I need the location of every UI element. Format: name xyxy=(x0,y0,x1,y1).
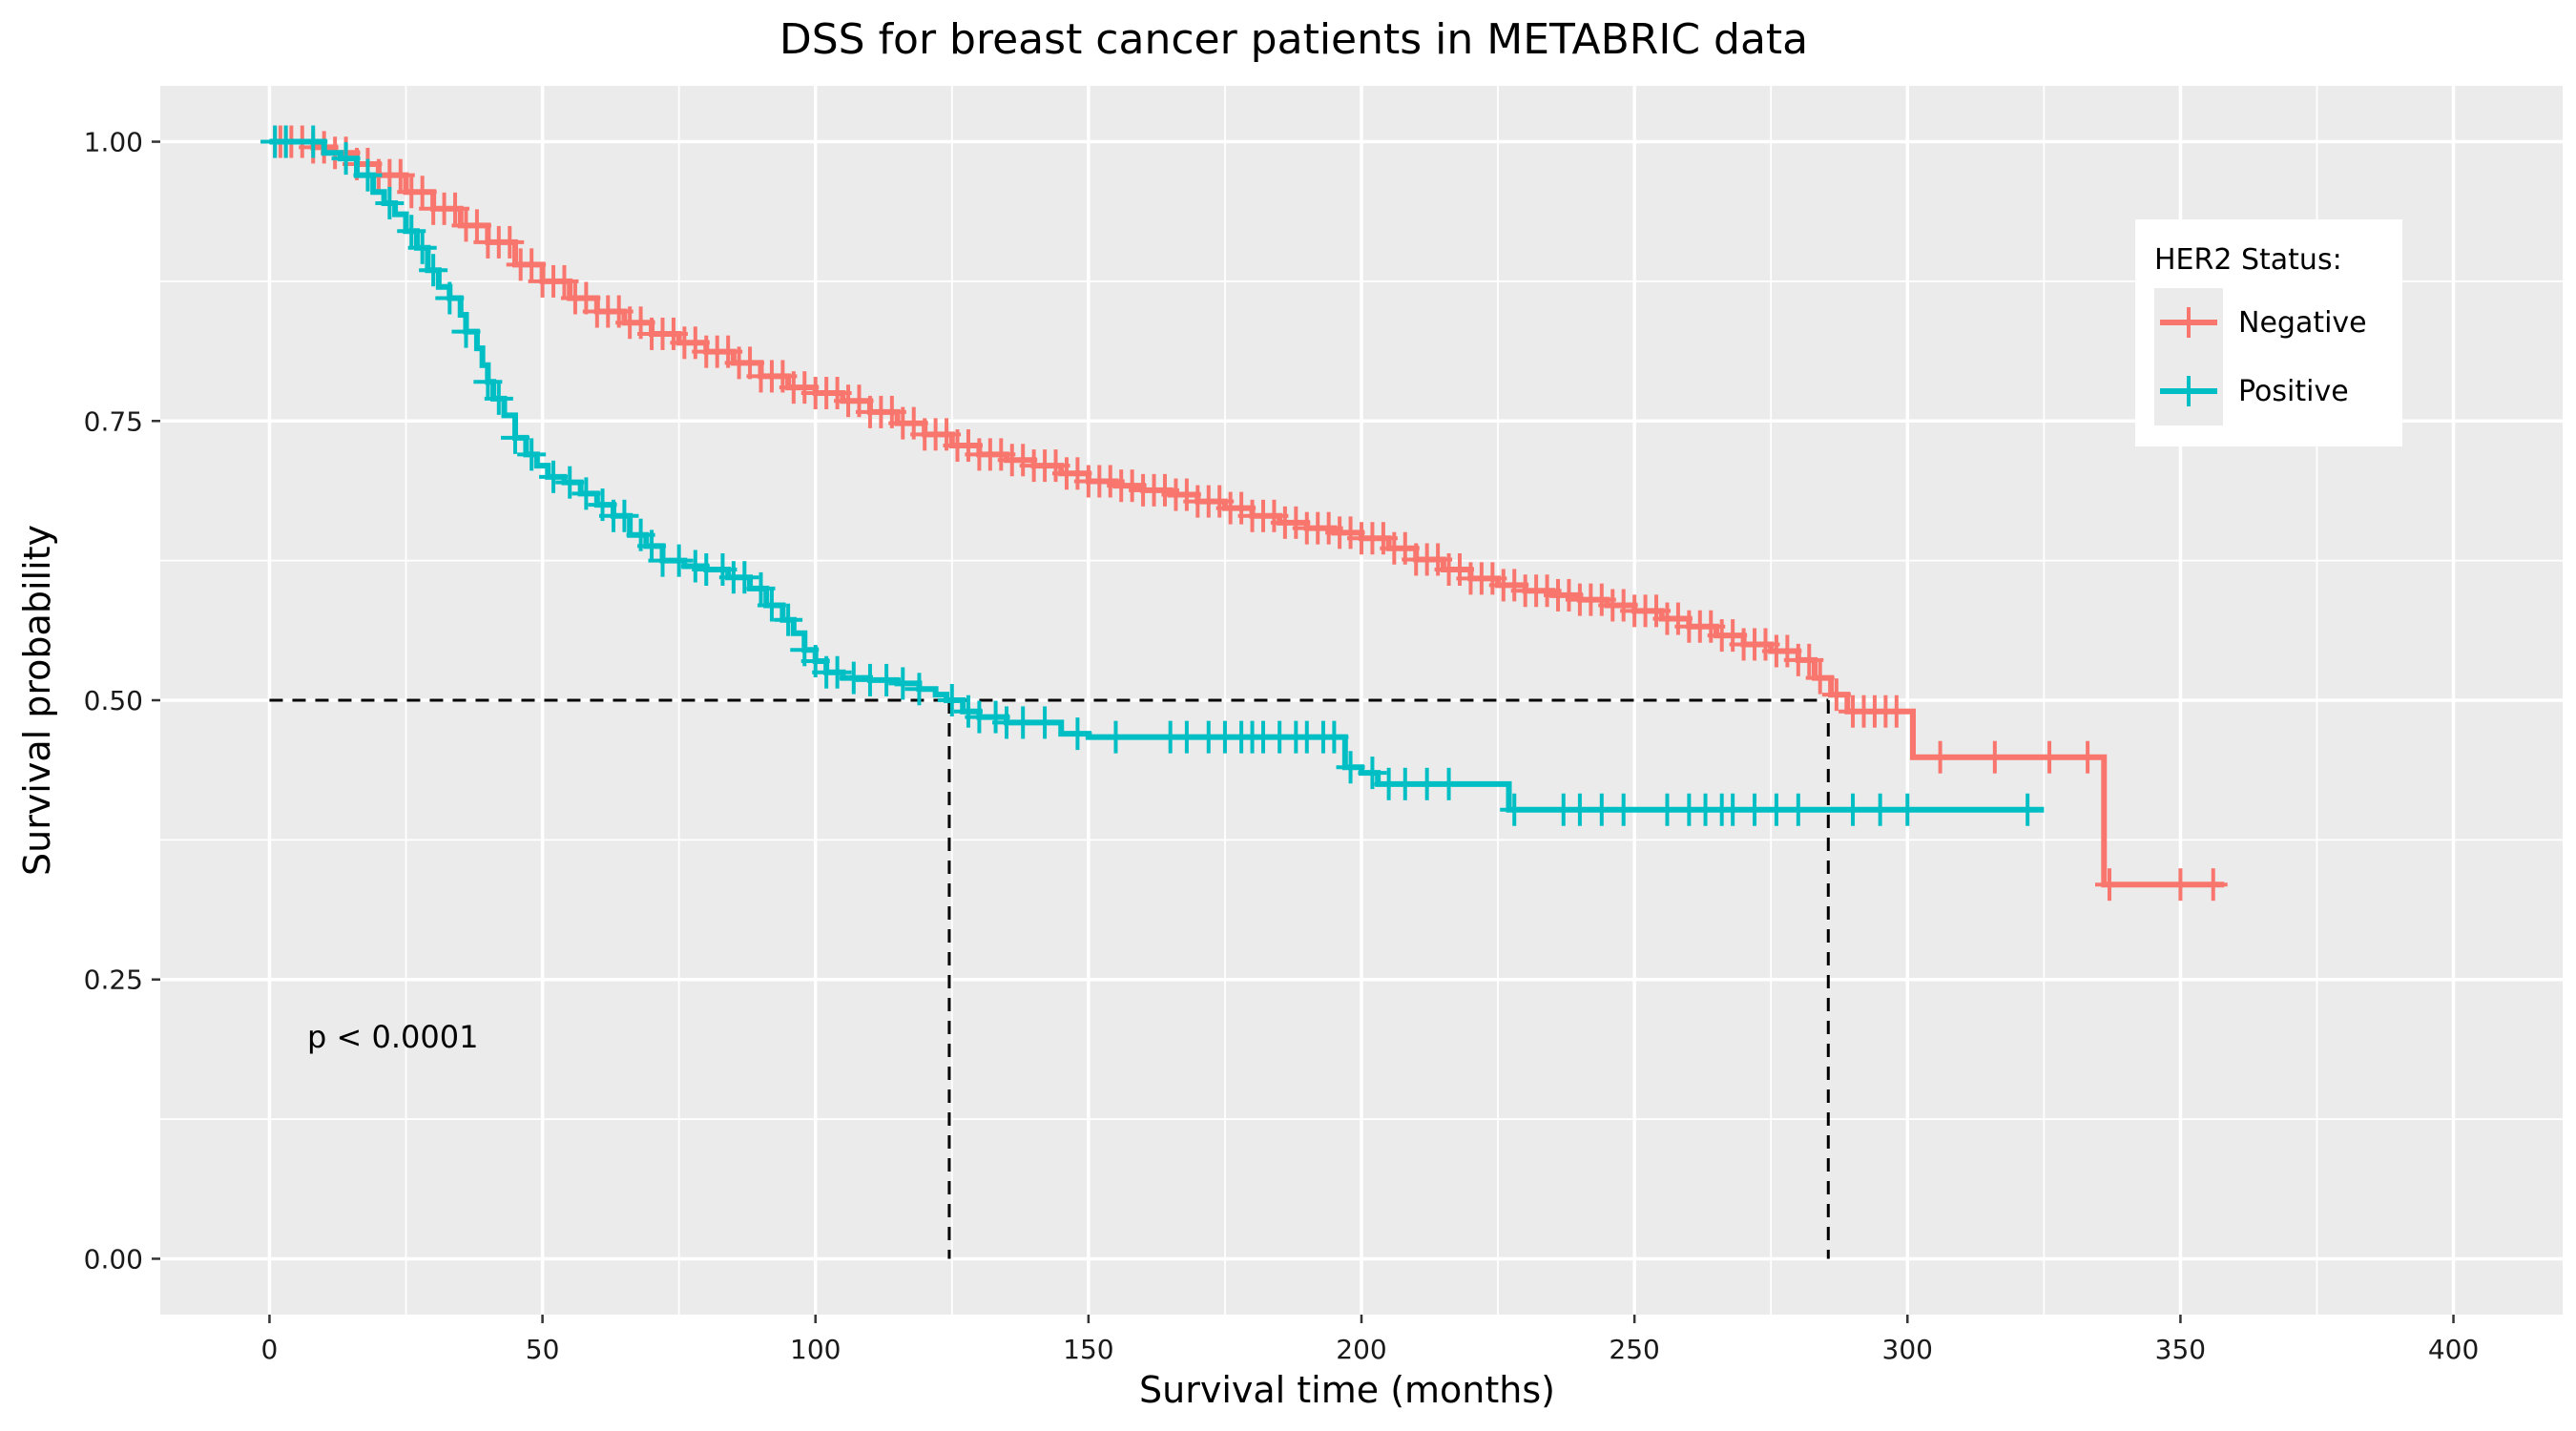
p-value-annotation: p < 0.0001 xyxy=(307,1019,478,1055)
censor-mark-negative xyxy=(495,225,525,259)
censor-mark-positive xyxy=(1609,793,1638,826)
chart-title: DSS for breast cancer patients in METABR… xyxy=(779,15,1808,64)
series-positive xyxy=(260,125,2045,826)
censor-mark-positive xyxy=(774,603,803,636)
censor-mark-positive xyxy=(397,215,426,248)
censor-mark-negative xyxy=(517,248,547,281)
legend-label-positive: Positive xyxy=(2238,375,2349,408)
censor-mark-positive xyxy=(872,663,902,696)
censor-mark-negative xyxy=(1980,740,2009,774)
censor-mark-positive xyxy=(937,684,966,716)
censor-mark-positive xyxy=(1865,793,1895,826)
censor-mark-positive xyxy=(822,655,852,689)
censor-mark-positive xyxy=(746,571,776,605)
legend: HER2 Status: Negative Positive xyxy=(2135,219,2402,446)
censor-mark-positive xyxy=(353,158,383,192)
censor-mark-positive xyxy=(904,673,934,706)
censor-mark-positive xyxy=(1319,720,1349,754)
censor-mark-negative xyxy=(2198,868,2228,902)
x-axis-ticks: 0 50 100 150 200 250 300 350 400 xyxy=(261,1315,2479,1365)
censor-mark-negative xyxy=(550,264,579,298)
censor-mark-positive xyxy=(331,142,361,176)
censor-mark-positive xyxy=(484,382,513,415)
censor-mark-positive xyxy=(375,186,405,219)
censor-mark-negative xyxy=(1925,740,1955,774)
censor-mark-positive xyxy=(2013,793,2043,826)
censor-mark-negative xyxy=(407,176,437,209)
censor-mark-positive xyxy=(757,589,786,622)
censor-mark-positive xyxy=(1030,706,1060,739)
y-axis-title: Survival probability xyxy=(16,525,58,876)
y-tick-label: 0.25 xyxy=(84,964,143,996)
censor-mark-positive xyxy=(1101,720,1131,754)
y-tick-label: 0.00 xyxy=(84,1243,143,1275)
censor-mark-positive xyxy=(1500,793,1529,826)
median-reference-lines xyxy=(269,698,1830,1259)
x-tick-label: 150 xyxy=(1063,1334,1113,1365)
x-tick-label: 400 xyxy=(2428,1334,2479,1365)
censor-mark-positive xyxy=(1783,793,1813,826)
censor-mark-positive xyxy=(1434,767,1464,800)
censor-mark-positive xyxy=(1063,717,1092,751)
censor-mark-positive xyxy=(419,254,448,287)
censor-mark-positive xyxy=(571,477,601,510)
x-tick-label: 0 xyxy=(261,1334,279,1365)
censor-mark-negative xyxy=(2166,868,2195,902)
censor-mark-negative xyxy=(462,209,491,242)
censor-mark-positive xyxy=(1893,793,1922,826)
legend-item-positive: Positive xyxy=(2154,357,2349,425)
censor-mark-negative xyxy=(2073,740,2103,774)
x-tick-label: 200 xyxy=(1336,1334,1386,1365)
censor-mark-positive xyxy=(517,438,547,471)
legend-label-negative: Negative xyxy=(2238,306,2367,340)
y-axis-ticks: 0.00 0.25 0.50 0.75 1.00 xyxy=(84,127,160,1275)
y-tick-label: 0.50 xyxy=(84,685,143,716)
censor-mark-positive xyxy=(407,231,437,264)
series-negative xyxy=(260,125,2228,902)
censor-mark-positive xyxy=(1358,757,1387,790)
legend-title: HER2 Status: xyxy=(2154,243,2342,277)
censor-mark-positive xyxy=(888,667,918,700)
y-tick-label: 1.00 xyxy=(84,127,143,158)
censor-mark-positive xyxy=(435,281,465,315)
legend-item-negative: Negative xyxy=(2154,288,2367,357)
censor-mark-negative xyxy=(1795,643,1824,676)
x-axis-title: Survival time (months) xyxy=(1139,1369,1555,1411)
x-tick-label: 100 xyxy=(790,1334,841,1365)
legend-keys: Negative Positive xyxy=(2154,288,2367,425)
censor-mark-positive xyxy=(539,460,569,493)
censor-mark-positive xyxy=(839,661,868,695)
y-tick-label: 0.75 xyxy=(84,405,143,437)
x-tick-label: 50 xyxy=(526,1334,560,1365)
censor-mark-positive xyxy=(730,561,759,594)
x-tick-label: 250 xyxy=(1609,1334,1659,1365)
censor-mark-negative xyxy=(2095,868,2125,902)
series-layer xyxy=(260,125,2228,902)
censor-mark-negative xyxy=(385,158,415,192)
censor-mark-negative xyxy=(1881,695,1911,728)
censor-mark-positive xyxy=(500,421,530,454)
censor-mark-negative xyxy=(1805,661,1835,695)
censor-mark-positive xyxy=(1336,751,1365,784)
censor-mark-positive xyxy=(299,125,328,158)
censor-mark-positive xyxy=(555,466,585,499)
censor-mark-negative xyxy=(441,192,470,225)
censor-mark-positive xyxy=(664,544,694,577)
x-tick-label: 350 xyxy=(2155,1334,2206,1365)
censor-mark-positive xyxy=(473,365,503,399)
censor-mark-negative xyxy=(1821,678,1851,712)
censor-mark-negative xyxy=(2035,740,2065,774)
censor-mark-positive xyxy=(271,125,301,158)
censor-mark-positive xyxy=(1839,793,1868,826)
censor-mark-positive xyxy=(451,315,481,348)
x-tick-label: 300 xyxy=(1882,1334,1933,1365)
censor-mark-positive xyxy=(610,499,639,532)
